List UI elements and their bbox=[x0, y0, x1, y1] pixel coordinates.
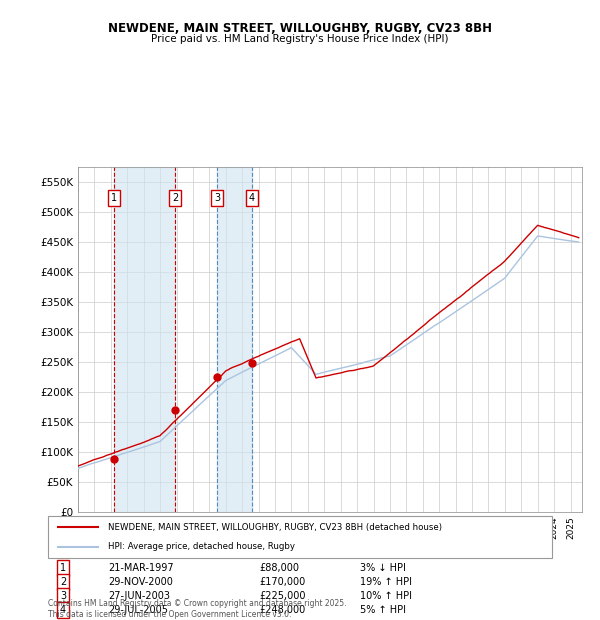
Text: NEWDENE, MAIN STREET, WILLOUGHBY, RUGBY, CV23 8BH (detached house): NEWDENE, MAIN STREET, WILLOUGHBY, RUGBY,… bbox=[109, 523, 442, 532]
Text: 1: 1 bbox=[60, 564, 66, 574]
Text: Contains HM Land Registry data © Crown copyright and database right 2025.
This d: Contains HM Land Registry data © Crown c… bbox=[48, 600, 347, 619]
Text: 3% ↓ HPI: 3% ↓ HPI bbox=[361, 564, 406, 574]
Text: 19% ↑ HPI: 19% ↑ HPI bbox=[361, 577, 412, 587]
Text: 2: 2 bbox=[60, 577, 66, 587]
Text: 1: 1 bbox=[112, 193, 118, 203]
FancyBboxPatch shape bbox=[48, 516, 552, 558]
Text: £225,000: £225,000 bbox=[260, 591, 306, 601]
Text: NEWDENE, MAIN STREET, WILLOUGHBY, RUGBY, CV23 8BH: NEWDENE, MAIN STREET, WILLOUGHBY, RUGBY,… bbox=[108, 22, 492, 35]
Text: 4: 4 bbox=[60, 605, 66, 615]
Text: 3: 3 bbox=[214, 193, 220, 203]
Text: Price paid vs. HM Land Registry's House Price Index (HPI): Price paid vs. HM Land Registry's House … bbox=[151, 34, 449, 44]
Text: £88,000: £88,000 bbox=[260, 564, 299, 574]
Text: 29-JUL-2005: 29-JUL-2005 bbox=[109, 605, 169, 615]
Text: 29-NOV-2000: 29-NOV-2000 bbox=[109, 577, 173, 587]
Text: £248,000: £248,000 bbox=[260, 605, 306, 615]
Text: 5% ↑ HPI: 5% ↑ HPI bbox=[361, 605, 406, 615]
Text: 27-JUN-2003: 27-JUN-2003 bbox=[109, 591, 170, 601]
Text: 4: 4 bbox=[248, 193, 254, 203]
Text: £170,000: £170,000 bbox=[260, 577, 306, 587]
Text: 21-MAR-1997: 21-MAR-1997 bbox=[109, 564, 174, 574]
Text: HPI: Average price, detached house, Rugby: HPI: Average price, detached house, Rugb… bbox=[109, 542, 295, 551]
Bar bbox=[115, 167, 175, 512]
Text: 3: 3 bbox=[60, 591, 66, 601]
Text: 10% ↑ HPI: 10% ↑ HPI bbox=[361, 591, 412, 601]
Bar bbox=[217, 167, 251, 512]
Text: 2: 2 bbox=[172, 193, 178, 203]
